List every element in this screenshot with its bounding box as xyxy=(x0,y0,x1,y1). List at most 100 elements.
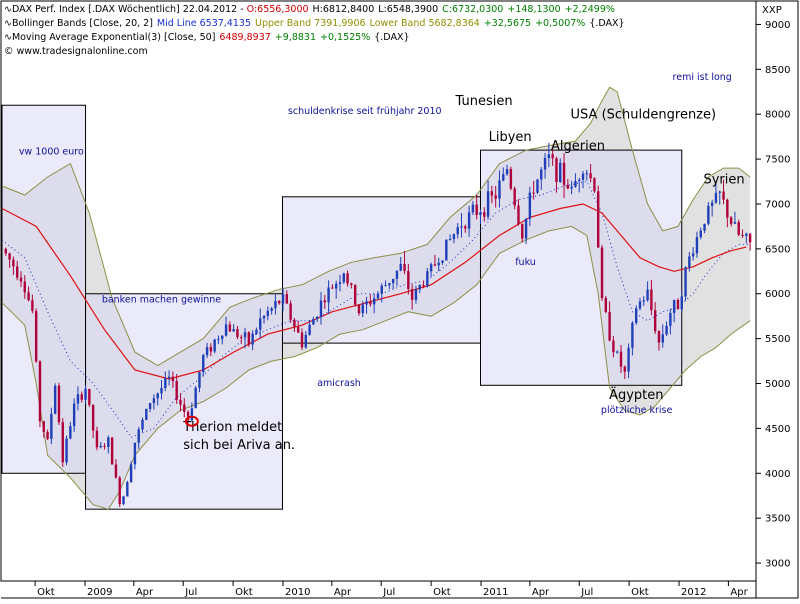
price-bar-body xyxy=(403,264,406,272)
price-bar xyxy=(304,330,308,349)
annotation-label-5: schuldenkrise seit frühjahr 2010 xyxy=(288,106,442,117)
price-bar xyxy=(612,335,615,358)
price-bar xyxy=(50,407,53,445)
price-bar xyxy=(532,180,535,200)
price-bar-body xyxy=(547,154,551,159)
price-bar-body xyxy=(551,154,554,159)
price-bar xyxy=(604,295,608,314)
y-tick-label: 4500 xyxy=(765,424,790,435)
price-bar xyxy=(15,260,19,281)
price-bar xyxy=(642,296,645,306)
price-bar xyxy=(380,283,383,303)
price-bar xyxy=(585,169,589,181)
price-bar xyxy=(4,247,7,256)
price-bar-body xyxy=(714,192,718,203)
price-bar xyxy=(578,177,581,193)
price-bar-body xyxy=(167,376,171,379)
bollinger-name: Bollinger Bands [Close, 20, 2] xyxy=(12,18,153,29)
price-bar xyxy=(156,392,159,406)
price-bar-body xyxy=(559,162,562,182)
price-bar xyxy=(597,185,600,248)
price-bar-body xyxy=(380,285,383,294)
price-bar xyxy=(714,182,718,204)
price-bar-body xyxy=(232,329,235,332)
price-bar-body xyxy=(555,158,558,182)
price-bar xyxy=(152,394,156,410)
x-tick-label: Okt xyxy=(37,587,55,598)
price-bar-body xyxy=(209,347,213,352)
price-bar-body xyxy=(133,442,137,465)
price-bar-body xyxy=(502,174,505,181)
x-tick-label: Apr xyxy=(334,587,352,598)
price-bar xyxy=(729,215,733,227)
price-bar-body xyxy=(365,301,368,305)
price-bar-body xyxy=(524,218,528,239)
price-bar xyxy=(315,316,319,323)
annotation-label-11: Algerien xyxy=(551,139,605,154)
price-bar-body xyxy=(376,293,380,299)
price-bar xyxy=(399,256,402,272)
price-bar-body xyxy=(65,438,68,463)
annotation-label-6: amicrash xyxy=(317,378,361,389)
price-bar-body xyxy=(729,217,733,224)
price-bar-body xyxy=(278,300,281,304)
price-bar xyxy=(114,459,118,479)
price-bar xyxy=(99,441,102,449)
price-bar xyxy=(414,285,418,304)
price-bar xyxy=(240,334,243,344)
price-bar-body xyxy=(72,403,76,427)
price-bar xyxy=(741,229,744,238)
price-bar-body xyxy=(88,388,91,405)
upper-band-line xyxy=(1,86,751,367)
price-bar xyxy=(346,270,349,287)
price-bar xyxy=(718,190,721,205)
price-bar-body xyxy=(684,267,687,297)
price-bar xyxy=(133,442,137,470)
price-bar xyxy=(475,194,478,220)
price-bar-body xyxy=(653,310,657,332)
price-bar xyxy=(703,223,706,234)
price-bar xyxy=(57,382,61,425)
price-bar-body xyxy=(110,437,114,465)
source-url-text: www.tradesignalonline.com xyxy=(17,46,148,57)
price-bar xyxy=(369,294,372,307)
price-bar xyxy=(342,272,345,285)
highlight-marker[interactable] xyxy=(184,415,199,427)
y-tick-label: 5000 xyxy=(765,379,790,390)
price-bar-body xyxy=(190,408,194,421)
price-bar-body xyxy=(483,212,486,217)
price-bar xyxy=(566,179,570,190)
mid-line xyxy=(1,180,751,439)
price-bar xyxy=(209,343,213,357)
price-bar-body xyxy=(391,278,395,284)
upper-band-value: Upper Band 7391,9906 xyxy=(255,18,366,29)
price-bar xyxy=(422,280,425,289)
price-bar-body xyxy=(270,308,273,311)
price-bar xyxy=(528,186,532,227)
price-bar-body xyxy=(486,191,490,217)
price-bar-body xyxy=(300,332,304,348)
price-bar-body xyxy=(585,173,589,175)
price-bar-body xyxy=(384,285,387,287)
price-bar-body xyxy=(581,173,585,180)
price-bar-body xyxy=(604,298,608,312)
price-bar xyxy=(323,294,326,309)
price-bar xyxy=(631,321,634,356)
price-bar-body xyxy=(19,277,23,282)
price-bar-body xyxy=(543,158,547,170)
price-bar-body xyxy=(156,393,159,399)
price-bar-body xyxy=(312,318,315,325)
price-bar-body xyxy=(179,399,182,405)
price-bar xyxy=(513,186,516,210)
price-bar-body xyxy=(27,292,30,301)
x-tick-label: Okt xyxy=(631,587,649,598)
price-bar-body xyxy=(34,311,38,362)
price-bar-body xyxy=(718,191,721,193)
price-bar-body xyxy=(372,298,376,305)
price-bar-body xyxy=(433,264,437,266)
price-bar-body xyxy=(202,355,205,373)
price-bar-body xyxy=(80,394,83,400)
price-bar-body xyxy=(213,339,216,352)
price-bar xyxy=(53,383,57,415)
price-bar xyxy=(426,267,429,288)
